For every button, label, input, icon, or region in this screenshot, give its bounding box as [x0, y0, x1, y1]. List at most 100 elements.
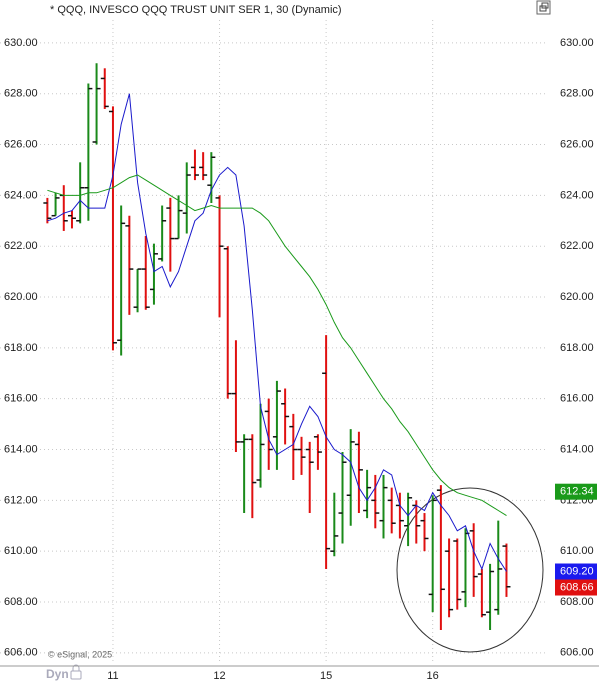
- ohlc-bar: [141, 236, 150, 310]
- grid: [0, 20, 545, 663]
- y-tick-label: 616.00: [4, 393, 38, 405]
- ohlc-bar: [395, 492, 404, 539]
- ohlc-bar: [322, 335, 331, 569]
- ohlc-bar: [453, 538, 462, 610]
- ohlc-bar: [281, 388, 290, 445]
- ohlc-bar: [289, 413, 298, 481]
- y-tick-label: 606.00: [4, 647, 38, 659]
- ohlc-bar: [223, 246, 232, 399]
- ohlc-bar: [182, 162, 191, 234]
- ohlc-bar: [412, 500, 421, 544]
- price-tag-label: 612.34: [560, 486, 594, 498]
- ohlc-bar: [305, 441, 314, 514]
- y-tick-label: 628.00: [4, 88, 38, 100]
- ohlc-bar: [420, 513, 429, 552]
- price-tag-label: 608.66: [560, 581, 594, 593]
- y-tick-label: 622.00: [4, 240, 38, 252]
- lock-icon: [70, 664, 82, 680]
- y-tick-label-right: 608.00: [560, 596, 594, 608]
- ohlc-bar: [387, 487, 396, 534]
- ohlc-bar: [363, 469, 372, 519]
- y-tick-label-right: 628.00: [560, 88, 594, 100]
- ohlc-bar: [256, 403, 265, 488]
- y-tick-label: 620.00: [4, 291, 38, 303]
- ohlc-bar: [108, 106, 117, 351]
- price-tag: 608.66: [555, 579, 597, 596]
- watermark: Dyn: [46, 667, 69, 681]
- price-tag-box: [555, 563, 597, 580]
- ohlc-bar: [215, 195, 224, 318]
- ohlc-bar: [133, 268, 142, 313]
- y-tick-label: 618.00: [4, 342, 38, 354]
- y-tick-label-right: 606.00: [560, 647, 594, 659]
- ohlc-bar: [469, 523, 478, 597]
- ohlc-bar: [502, 543, 511, 597]
- y-tick-label-right: 610.00: [560, 545, 594, 557]
- ohlc-bar: [158, 205, 167, 262]
- ohlc-bar: [313, 434, 322, 470]
- ohlc-bar: [486, 563, 495, 630]
- ohlc-bar: [43, 197, 52, 224]
- ohlc-bar: [494, 520, 503, 615]
- ohlc-bar: [297, 436, 306, 475]
- ohlc-bar: [477, 568, 486, 618]
- price-tag-box: [555, 579, 597, 596]
- y-tick-label-right: 614.00: [560, 443, 594, 455]
- ohlc-bar: [190, 149, 199, 181]
- y-tick-label-right: 622.00: [560, 240, 594, 252]
- ohlc-bar: [436, 485, 445, 630]
- price-tag: 612.34: [555, 483, 597, 500]
- x-tick-label: 15: [320, 670, 332, 682]
- y-tick-label-right: 626.00: [560, 138, 594, 150]
- ohlc-bar: [379, 474, 388, 539]
- ohlc-bar: [76, 162, 85, 224]
- ohlc-bar: [346, 429, 355, 526]
- x-tick-label: 11: [107, 670, 118, 682]
- x-tick-label: 16: [427, 670, 439, 682]
- ohlc-bar: [67, 210, 76, 229]
- price-tag: 609.20: [555, 563, 597, 580]
- ohlc-bar: [338, 452, 347, 544]
- ohlc-bar: [207, 152, 216, 203]
- y-tick-label: 630.00: [4, 37, 38, 49]
- ohlc-bar: [240, 434, 249, 514]
- indicator-line: [47, 174, 507, 517]
- ohlc-bar: [59, 185, 68, 231]
- y-tick-label: 612.00: [4, 494, 38, 506]
- y-tick-label: 610.00: [4, 545, 38, 557]
- y-tick-label-right: 616.00: [560, 393, 594, 405]
- chart-title: * QQQ, INVESCO QQQ TRUST UNIT SER 1, 30 …: [50, 4, 342, 16]
- x-tick-label: 12: [213, 670, 225, 682]
- ohlc-bar: [149, 243, 158, 305]
- y-tick-label: 608.00: [4, 596, 38, 608]
- annotation-circle: [396, 487, 544, 653]
- ohlc-bar: [354, 431, 363, 514]
- y-tick-label: 614.00: [4, 443, 38, 455]
- ohlc-bar: [166, 197, 175, 272]
- y-tick-label-right: 624.00: [560, 189, 594, 201]
- ohlc-bar: [272, 380, 281, 470]
- y-tick-label-right: 630.00: [560, 37, 594, 49]
- y-tick-label: 624.00: [4, 189, 38, 201]
- indicator-line: [47, 93, 507, 572]
- ohlc-bar: [264, 398, 273, 470]
- ohlc-bar: [404, 492, 413, 547]
- ohlc-bar: [51, 192, 60, 217]
- y-tick-label-right: 618.00: [560, 342, 594, 354]
- ohlc-bar: [100, 68, 109, 109]
- price-tag-box: [555, 483, 597, 500]
- ohlc-bar: [125, 215, 134, 315]
- y-tick-label-right: 620.00: [560, 291, 594, 303]
- ohlc-bar: [461, 528, 470, 608]
- ohlc-bar: [199, 152, 208, 181]
- ohlc-bar: [231, 340, 240, 453]
- window-icon[interactable]: [536, 0, 551, 15]
- y-tick-label: 626.00: [4, 138, 38, 150]
- ohlc-bar: [174, 195, 183, 240]
- ohlc-bar: [428, 495, 437, 613]
- ohlc-bar: [330, 492, 339, 557]
- ohlc-bar: [84, 83, 93, 221]
- price-tag-label: 609.20: [560, 565, 594, 577]
